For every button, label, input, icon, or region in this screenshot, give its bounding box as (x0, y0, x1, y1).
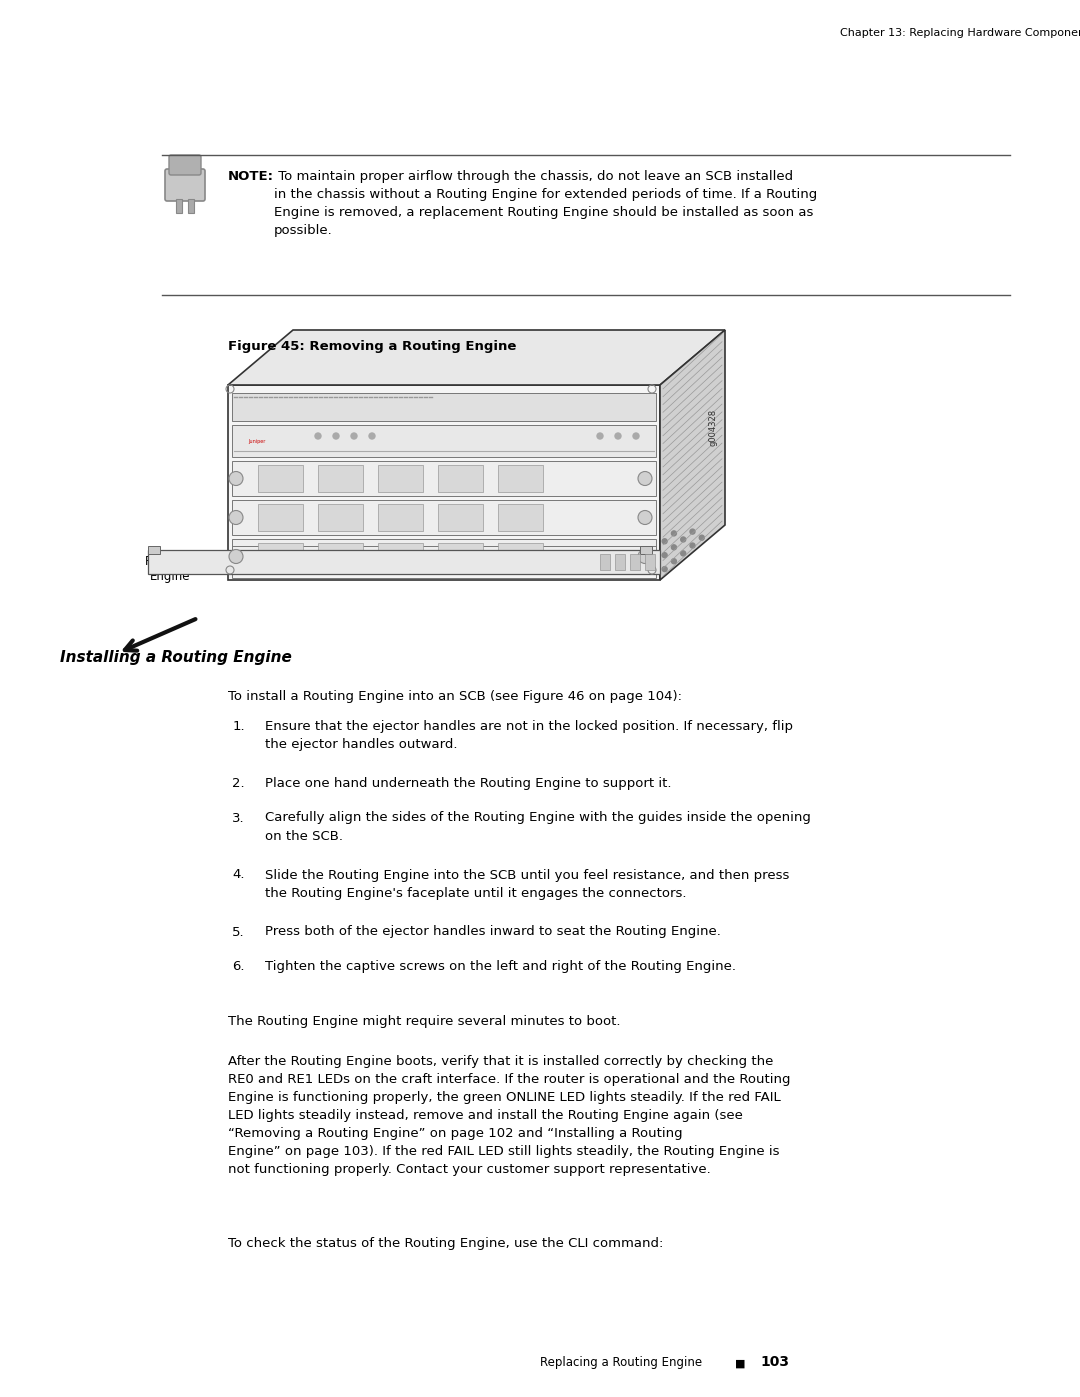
Text: Carefully align the sides of the Routing Engine with the guides inside the openi: Carefully align the sides of the Routing… (265, 812, 811, 842)
Circle shape (229, 549, 243, 563)
Circle shape (672, 559, 676, 564)
Bar (378, 543, 423, 570)
Bar (232, 500, 656, 535)
Text: 6.: 6. (232, 960, 245, 972)
Circle shape (638, 510, 652, 524)
Circle shape (633, 433, 639, 439)
Text: Place one hand underneath the Routing Engine to support it.: Place one hand underneath the Routing En… (265, 777, 672, 789)
Circle shape (229, 472, 243, 486)
Text: Installing a Routing Engine: Installing a Routing Engine (60, 650, 292, 665)
Text: To install a Routing Engine into an SCB (see Figure 46 on page 104):: To install a Routing Engine into an SCB … (228, 690, 681, 703)
Bar (258, 504, 303, 531)
Polygon shape (228, 386, 660, 580)
Bar (232, 393, 656, 420)
Circle shape (680, 550, 686, 556)
Bar (378, 504, 423, 531)
Bar (498, 543, 543, 570)
Text: ■: ■ (734, 1359, 745, 1369)
Circle shape (333, 433, 339, 439)
Text: 4.: 4. (232, 869, 245, 882)
Bar (318, 504, 363, 531)
Text: Tighten the captive screws on the left and right of the Routing Engine.: Tighten the captive screws on the left a… (265, 960, 735, 972)
Circle shape (662, 553, 667, 557)
Text: Figure 45: Removing a Routing Engine: Figure 45: Removing a Routing Engine (228, 339, 516, 353)
Circle shape (315, 433, 321, 439)
Bar (640, 546, 652, 555)
Bar (438, 543, 483, 570)
Text: Routing
Engine: Routing Engine (145, 555, 190, 583)
Bar (438, 504, 483, 531)
FancyBboxPatch shape (168, 155, 201, 175)
Text: Chapter 13: Replacing Hardware Components: Chapter 13: Replacing Hardware Component… (840, 28, 1080, 38)
Circle shape (638, 549, 652, 563)
Text: NOTE:: NOTE: (228, 170, 274, 183)
Circle shape (690, 543, 696, 548)
Bar (232, 425, 656, 457)
Bar (258, 543, 303, 570)
Polygon shape (228, 330, 725, 386)
Bar (148, 546, 160, 555)
Polygon shape (660, 330, 725, 580)
Text: 2.: 2. (232, 777, 245, 789)
Circle shape (229, 510, 243, 524)
Text: g004328: g004328 (708, 409, 717, 446)
Bar (498, 465, 543, 492)
Circle shape (638, 472, 652, 486)
Bar (148, 550, 660, 574)
Circle shape (351, 433, 357, 439)
Text: Juniper: Juniper (248, 439, 266, 443)
Bar (615, 555, 625, 570)
Bar (600, 555, 610, 570)
Circle shape (369, 433, 375, 439)
Text: After the Routing Engine boots, verify that it is installed correctly by checkin: After the Routing Engine boots, verify t… (228, 1055, 791, 1175)
Bar (645, 555, 654, 570)
Bar (498, 504, 543, 531)
Text: 103: 103 (760, 1355, 789, 1369)
Circle shape (672, 545, 676, 550)
Circle shape (597, 433, 603, 439)
Text: To check the status of the Routing Engine, use the CLI command:: To check the status of the Routing Engin… (228, 1236, 663, 1250)
Bar (630, 555, 640, 570)
Bar (438, 465, 483, 492)
Bar (232, 461, 656, 496)
Circle shape (690, 529, 696, 534)
Circle shape (699, 535, 704, 541)
Circle shape (615, 433, 621, 439)
Text: The Routing Engine might require several minutes to boot.: The Routing Engine might require several… (228, 1014, 621, 1028)
Text: 1.: 1. (232, 719, 245, 733)
FancyBboxPatch shape (165, 169, 205, 201)
Bar (232, 546, 656, 578)
Bar (258, 465, 303, 492)
Text: Press both of the ejector handles inward to seat the Routing Engine.: Press both of the ejector handles inward… (265, 925, 720, 939)
Circle shape (672, 531, 676, 536)
Text: To maintain proper airflow through the chassis, do not leave an SCB installed
in: To maintain proper airflow through the c… (274, 170, 818, 237)
Bar (232, 539, 656, 574)
Text: 3.: 3. (232, 812, 245, 824)
Bar (176, 198, 183, 212)
Text: Slide the Routing Engine into the SCB until you feel resistance, and then press
: Slide the Routing Engine into the SCB un… (265, 869, 789, 900)
Text: 5.: 5. (232, 925, 245, 939)
Circle shape (662, 539, 667, 543)
Text: Replacing a Routing Engine: Replacing a Routing Engine (540, 1356, 702, 1369)
Circle shape (680, 536, 686, 542)
Text: Ensure that the ejector handles are not in the locked position. If necessary, fl: Ensure that the ejector handles are not … (265, 719, 793, 752)
Circle shape (662, 567, 667, 571)
Bar (318, 543, 363, 570)
Bar (318, 465, 363, 492)
Bar (378, 465, 423, 492)
Bar (188, 198, 194, 212)
